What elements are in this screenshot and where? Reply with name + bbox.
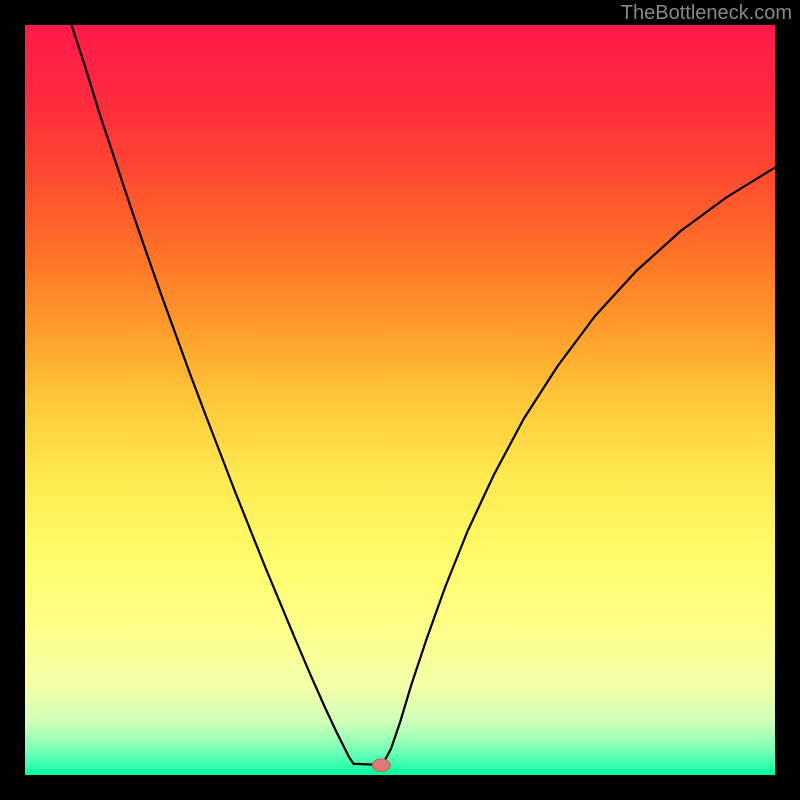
watermark-text: TheBottleneck.com (621, 2, 792, 25)
plot-area-gradient (25, 25, 775, 775)
minimum-marker (372, 759, 390, 772)
bottleneck-chart (0, 0, 800, 800)
chart-container: TheBottleneck.com (0, 0, 800, 800)
